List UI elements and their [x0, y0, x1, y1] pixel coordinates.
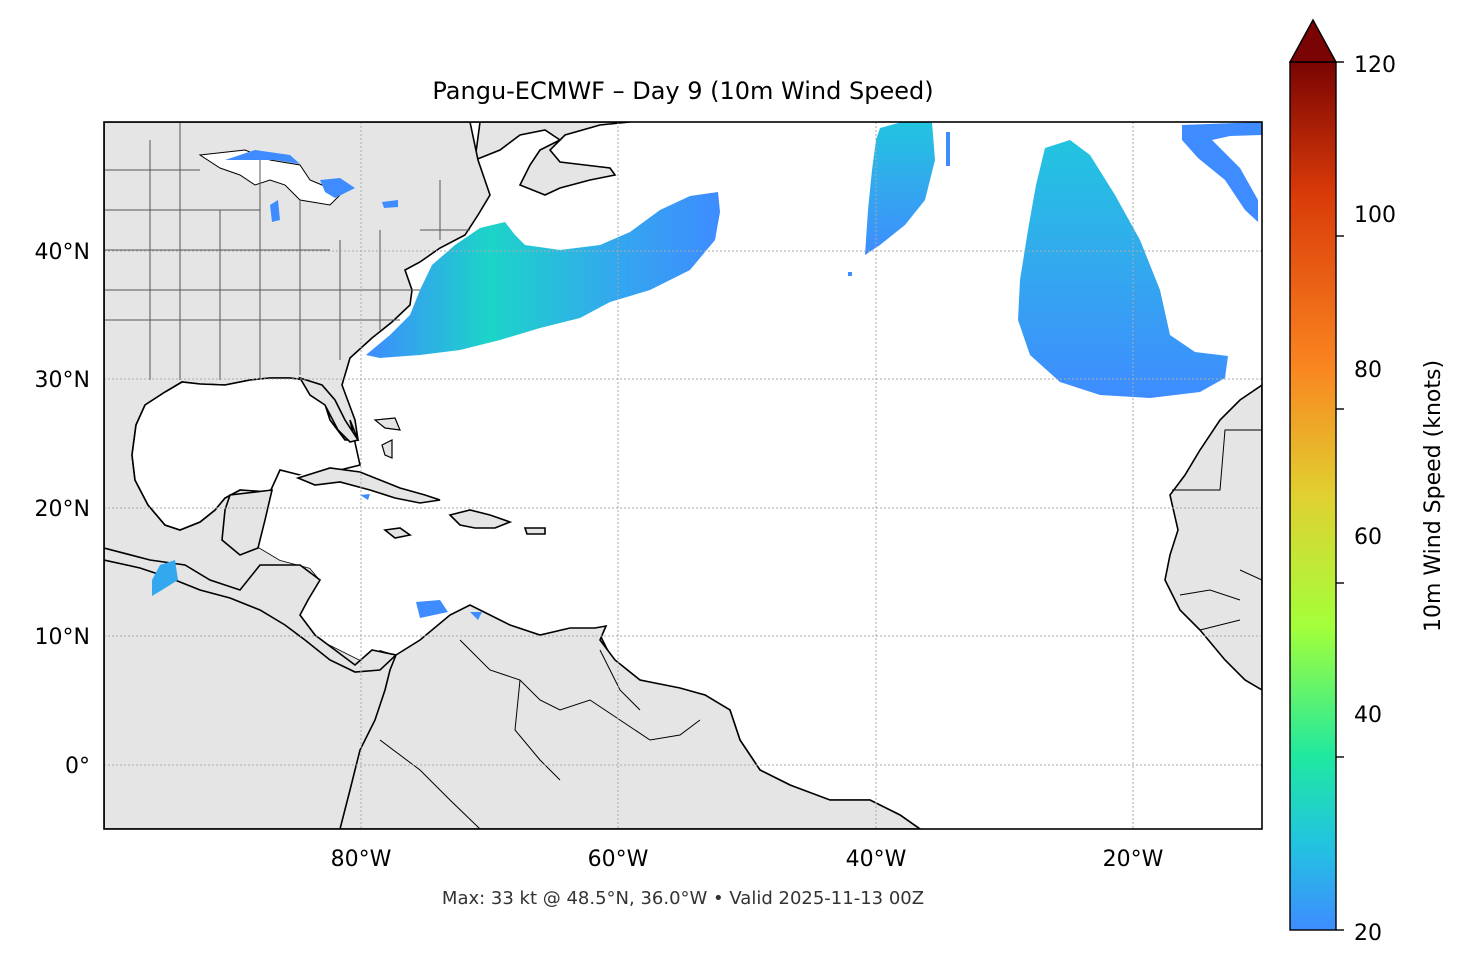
y-tick-label: 0° [65, 754, 90, 779]
colorbar-tick-label: 20 [1354, 921, 1382, 946]
hispaniola [448, 509, 513, 529]
colorbar-gradient [1289, 61, 1337, 931]
y-tick-label: 10°N [35, 625, 90, 650]
gridlines [104, 122, 1262, 829]
cuba [295, 467, 441, 504]
x-tick-label: 80°W [331, 847, 392, 872]
wind-region-eastern-atlantic [1018, 140, 1228, 398]
map-title: Pangu-ECMWF – Day 9 (10m Wind Speed) [432, 77, 933, 105]
colorbar-tick-label: 100 [1354, 203, 1396, 228]
colorbar-tick-label: 60 [1354, 525, 1382, 550]
wind-region-mid-atlantic [865, 122, 935, 255]
yucatan [221, 489, 274, 556]
y-tick-label: 30°N [35, 368, 90, 393]
caribbean-sea [255, 470, 620, 660]
jamaica [383, 527, 412, 539]
great-lakes [198, 149, 341, 206]
map-panel [104, 122, 1262, 829]
wind-region-us-east-coast [366, 192, 720, 358]
florida [298, 376, 360, 443]
puerto-rico [523, 527, 546, 535]
map-frame [103, 121, 1263, 830]
colorbar-tick-label: 40 [1354, 703, 1382, 728]
colorbar-label: 10m Wind Speed (knots) [1421, 360, 1446, 632]
wind-region-great-lakes [225, 150, 398, 222]
bahamas [373, 417, 401, 459]
x-tick-label: 60°W [588, 847, 649, 872]
country-borders-south-america [379, 639, 701, 829]
wind-region-northeast-atlantic [1182, 122, 1262, 222]
x-tick-label: 40°W [846, 847, 907, 872]
colorbar-extend-arrow [1288, 18, 1338, 63]
colorbar-tick-label: 120 [1354, 53, 1396, 78]
colorbar-tick-label: 80 [1354, 358, 1382, 383]
y-tick-label: 20°N [35, 497, 90, 522]
x-tick-label: 20°W [1103, 847, 1164, 872]
country-borders-africa [1172, 429, 1262, 631]
africa-landmass [1164, 384, 1262, 691]
north-america-landmass [104, 122, 631, 196]
max-wind-annotation: Max: 33 kt @ 48.5°N, 36.0°W • Valid 2025… [442, 888, 924, 909]
wind-region-gulf-of-tehuantepec [152, 560, 178, 596]
y-tick-label: 40°N [35, 240, 90, 265]
colorbar: 20 40 60 80 100 120 10m Wind Speed (knot… [1288, 18, 1446, 946]
south-america-landmass [339, 604, 922, 829]
